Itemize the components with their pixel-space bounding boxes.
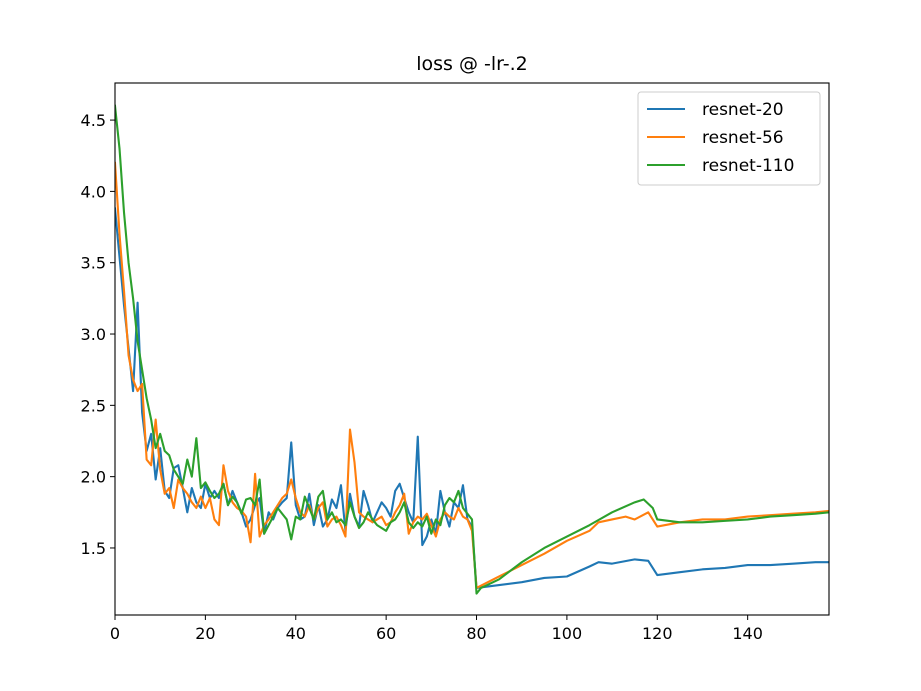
y-tick-label: 3.5 [81,254,106,273]
plot-area [114,82,830,616]
x-tick-label: 0 [110,624,120,643]
x-axis: 0 20 40 60 80 100 120 140 [110,615,763,643]
x-tick-label: 100 [552,624,583,643]
x-tick-label: 140 [732,624,763,643]
x-tick-label: 40 [286,624,306,643]
x-tick-label: 80 [466,624,486,643]
y-tick-label: 2.0 [81,468,106,487]
y-tick-label: 4.0 [81,182,106,201]
x-tick-label: 20 [195,624,215,643]
legend-box [637,91,821,186]
y-tick-label: 1.5 [81,539,106,558]
y-tick-label: 4.5 [81,111,106,130]
y-tick-label: 3.0 [81,325,106,344]
x-tick-label: 60 [376,624,396,643]
legend-label: resnet-110 [702,156,794,176]
plot-frame [114,82,830,616]
series-line-resnet-20 [115,207,829,589]
chart-title: loss @ -lr-.2 [416,53,528,75]
y-tick-label: 2.5 [81,396,106,415]
series-line-resnet-110 [115,104,829,595]
legend-label: resnet-20 [702,100,784,120]
legend-label: resnet-56 [702,128,784,148]
legend: resnet-20 resnet-56 resnet-110 [637,91,821,186]
x-tick-label: 120 [642,624,673,643]
y-axis: 1.5 2.0 2.5 3.0 3.5 4.0 4.5 [81,111,115,558]
